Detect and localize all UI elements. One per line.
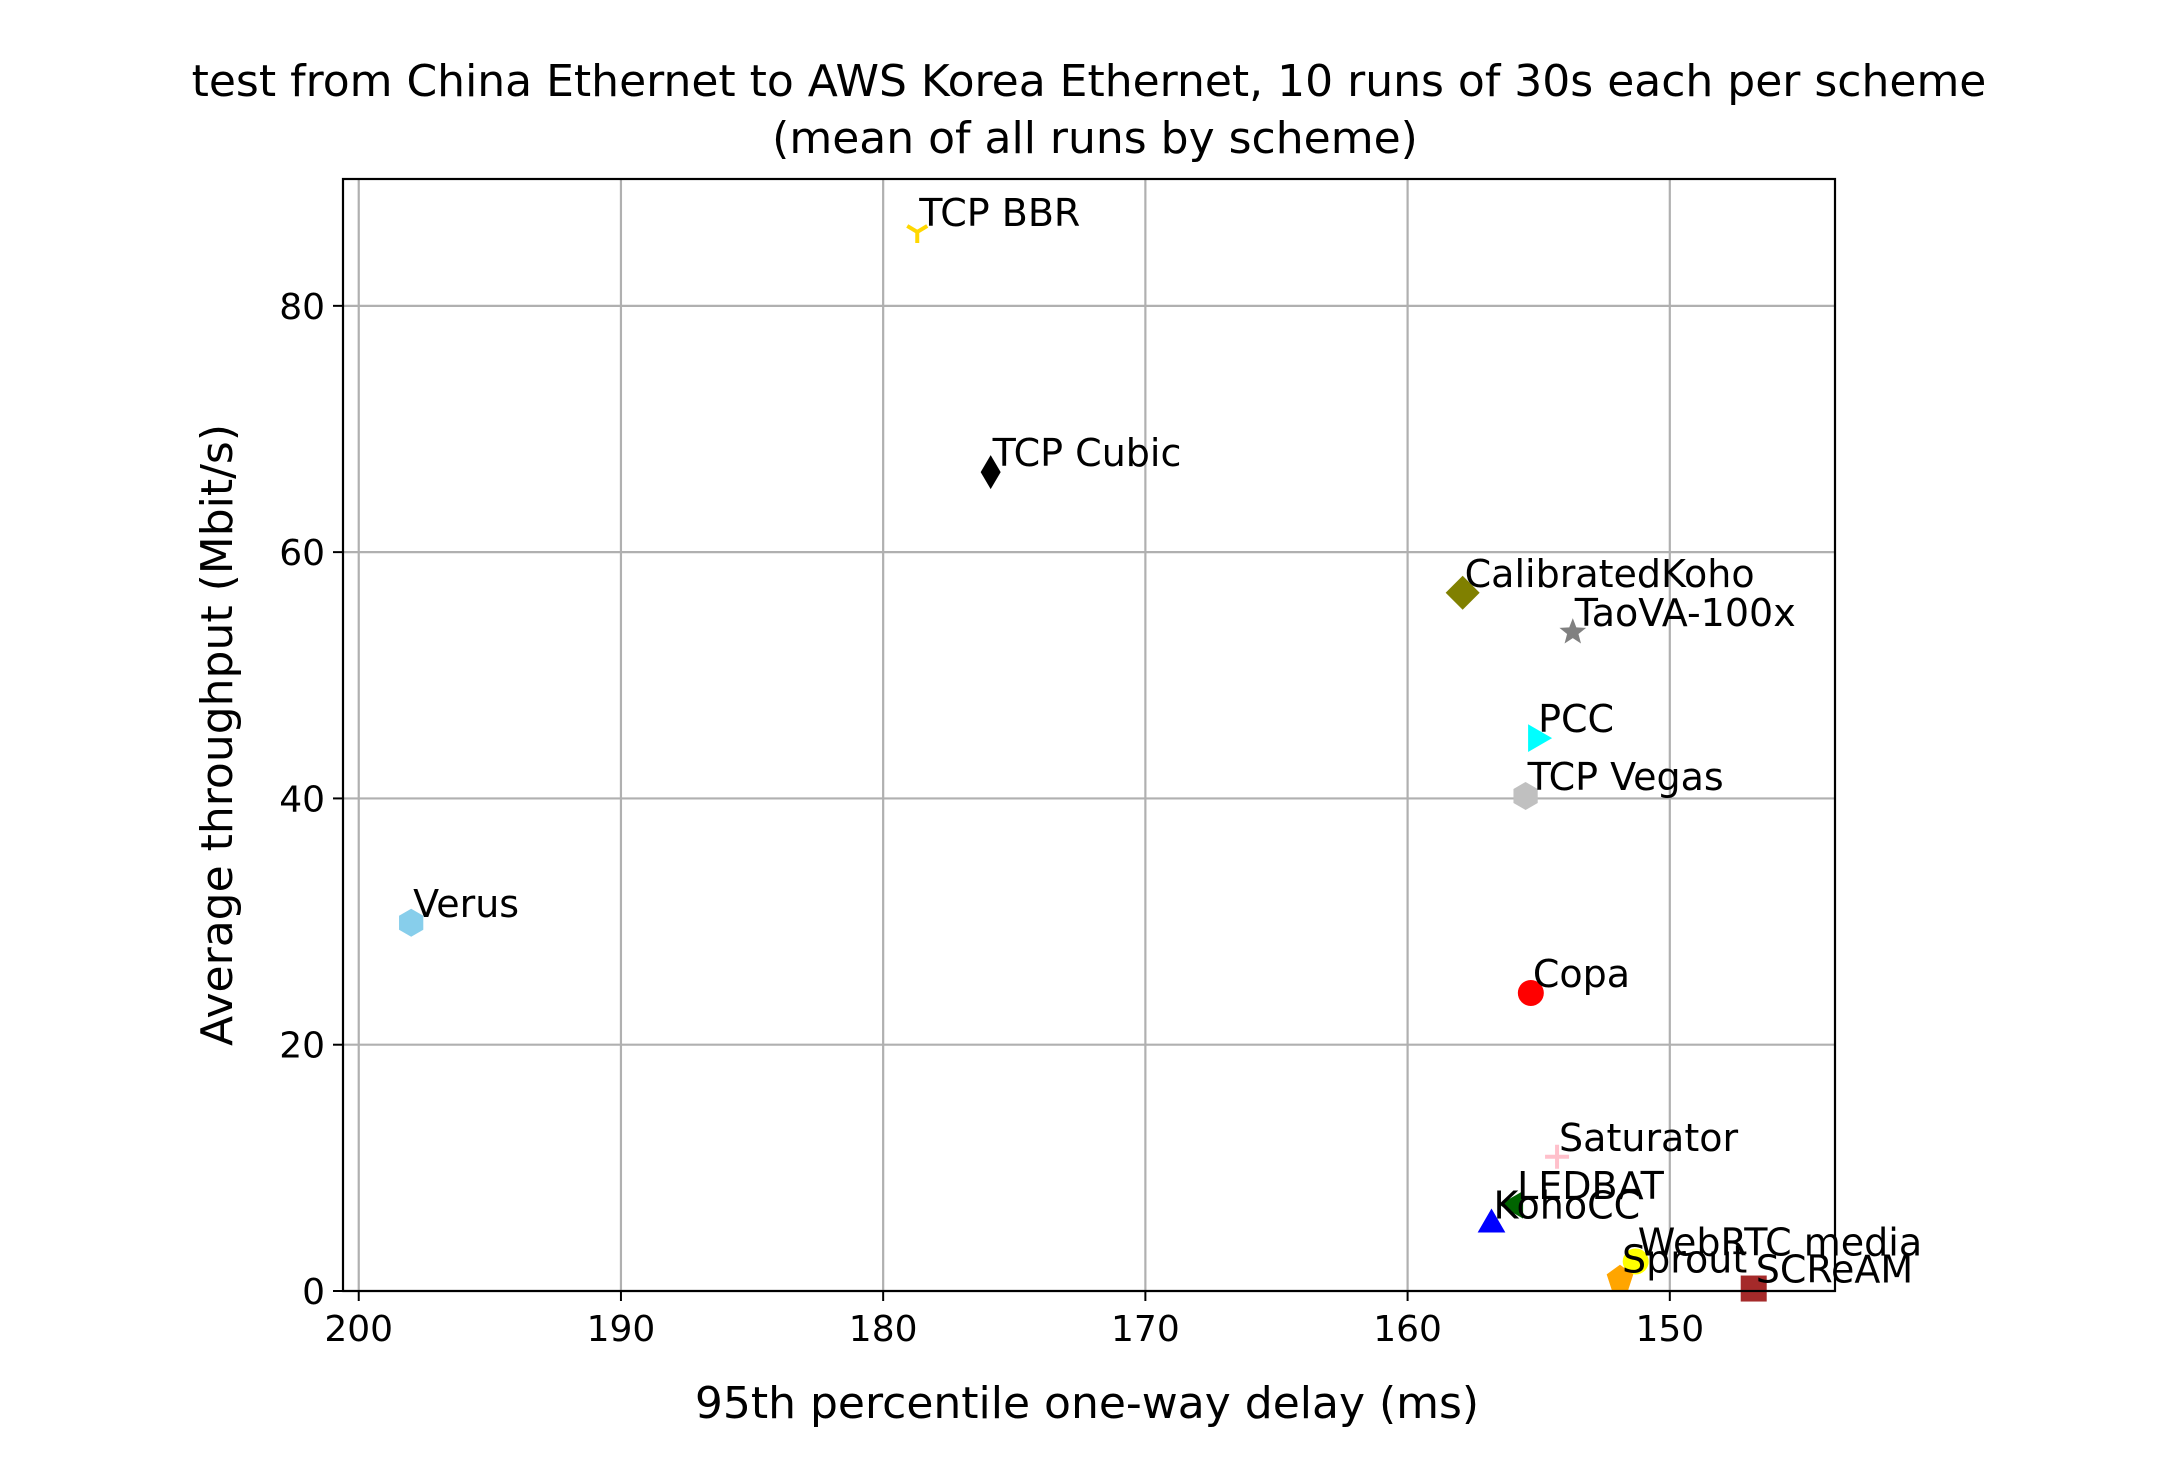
x-tick-label: 150 <box>1635 1309 1704 1350</box>
label-calibratedkoho: CalibratedKoho <box>1465 552 1755 596</box>
point-webrtc-media <box>1622 1248 1649 1275</box>
point-kohocc <box>1477 1208 1506 1233</box>
label-ledbat: LEDBAT <box>1517 1164 1665 1208</box>
label-webrtc-media: WebRTC media <box>1638 1220 1922 1264</box>
x-axis-label: 95th percentile one-way delay (ms) <box>695 1378 1479 1429</box>
x-tick-label: 180 <box>849 1309 918 1350</box>
chart-subtitle: (mean of all runs by scheme) <box>772 113 1418 164</box>
y-axis-label: Average throughput (Mbit/s) <box>192 424 243 1046</box>
label-tcp-vegas: TCP Vegas <box>1527 755 1724 799</box>
point-saturator <box>1545 1144 1570 1169</box>
y-tick-label: 80 <box>279 287 325 328</box>
point-calibratedkoho <box>1445 575 1480 610</box>
point-tcp-cubic <box>980 455 1001 490</box>
point-pcc <box>1528 724 1553 752</box>
label-sprout: Sprout <box>1622 1238 1747 1282</box>
x-tick-label: 190 <box>587 1309 656 1350</box>
point-copa <box>1517 979 1544 1006</box>
point-tcp-bbr <box>906 224 929 243</box>
x-tick-label: 160 <box>1373 1309 1442 1350</box>
label-taova-100x: TaoVA-100x <box>1574 591 1796 635</box>
label-tcp-cubic: TCP Cubic <box>992 431 1182 475</box>
label-tcp-bbr: TCP BBR <box>918 191 1080 235</box>
point-sprout <box>1606 1264 1634 1291</box>
ticks-layer: 200 190 180 170 160 150 0 20 40 60 80 <box>279 287 1704 1350</box>
grid-layer <box>343 179 1835 1293</box>
point-labels-layer: TCP BBR TCP Cubic CalibratedKohoTaoVA-100x… <box>413 191 1922 1292</box>
label-pcc: PCC <box>1538 697 1614 741</box>
plot-frame <box>341 177 1837 1293</box>
x-tick-label: 200 <box>324 1309 393 1350</box>
y-tick-label: 60 <box>279 533 325 574</box>
y-tick-label: 20 <box>279 1026 325 1067</box>
point-ledbat <box>1499 1190 1524 1219</box>
label-copa: Copa <box>1533 952 1630 996</box>
label-saturator: Saturator <box>1559 1116 1738 1160</box>
points-layer <box>399 224 1767 1302</box>
chart-title: test from China Ethernet to AWS Korea Et… <box>192 56 1987 107</box>
point-scream <box>1740 1275 1767 1302</box>
point-taova-100x <box>1559 618 1587 644</box>
label-verus: Verus <box>413 882 519 926</box>
y-tick-label: 40 <box>279 779 325 820</box>
y-tick-label: 0 <box>302 1272 325 1313</box>
label-kohocc: KohoCC <box>1493 1184 1640 1228</box>
point-tcp-vegas <box>1513 781 1538 810</box>
point-verus <box>399 908 424 937</box>
x-tick-label: 170 <box>1111 1309 1180 1350</box>
